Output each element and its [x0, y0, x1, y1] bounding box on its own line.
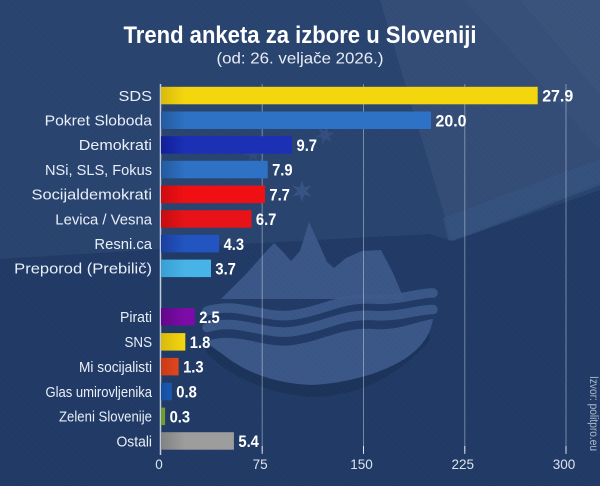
svg-text:NSi, SLS, Fokus: NSi, SLS, Fokus — [45, 162, 152, 179]
svg-text:1.3: 1.3 — [183, 358, 204, 377]
svg-text:0: 0 — [155, 457, 163, 472]
svg-text:Ostali: Ostali — [117, 433, 153, 450]
svg-text:7.7: 7.7 — [269, 185, 290, 204]
svg-text:2.5: 2.5 — [199, 308, 220, 327]
svg-text:Pirati: Pirati — [120, 309, 152, 326]
svg-text:Socijaldemokrati: Socijaldemokrati — [32, 187, 153, 204]
svg-text:SNS: SNS — [125, 334, 153, 351]
svg-text:Trend anketa za izbore u Slove: Trend anketa za izbore u Sloveniji — [124, 22, 477, 49]
svg-text:Izvor: politpro.eu: Izvor: politpro.eu — [587, 376, 599, 451]
svg-text:3.7: 3.7 — [215, 260, 236, 279]
svg-text:6.7: 6.7 — [256, 210, 277, 229]
svg-text:5.4: 5.4 — [238, 432, 259, 451]
svg-text:Demokrati: Demokrati — [79, 137, 152, 154]
svg-text:Glas umirovljenika: Glas umirovljenika — [46, 384, 153, 401]
svg-text:300: 300 — [553, 457, 576, 472]
svg-text:Zeleni Slovenije: Zeleni Slovenije — [59, 409, 152, 426]
svg-text:Resni.ca: Resni.ca — [94, 236, 152, 253]
svg-text:7.9: 7.9 — [272, 161, 293, 180]
svg-text:27.9: 27.9 — [542, 87, 573, 106]
svg-text:75: 75 — [253, 457, 268, 472]
svg-text:(od: 26. veljače 2026.): (od: 26. veljače 2026.) — [217, 51, 384, 68]
svg-text:225: 225 — [452, 457, 475, 472]
svg-text:Levica / Vesna: Levica / Vesna — [55, 211, 152, 228]
svg-text:150: 150 — [350, 457, 373, 472]
svg-text:0.8: 0.8 — [176, 383, 197, 402]
svg-text:9.7: 9.7 — [297, 136, 318, 155]
svg-text:SDS: SDS — [119, 88, 153, 105]
svg-text:4.3: 4.3 — [224, 235, 245, 254]
svg-text:0.3: 0.3 — [170, 407, 191, 426]
svg-text:Preporod (Prebilič): Preporod (Prebilič) — [14, 261, 152, 278]
svg-text:20.0: 20.0 — [436, 111, 467, 130]
svg-text:Mi socijalisti: Mi socijalisti — [79, 359, 152, 376]
svg-text:Pokret Sloboda: Pokret Sloboda — [45, 113, 153, 130]
svg-text:1.8: 1.8 — [190, 333, 211, 352]
